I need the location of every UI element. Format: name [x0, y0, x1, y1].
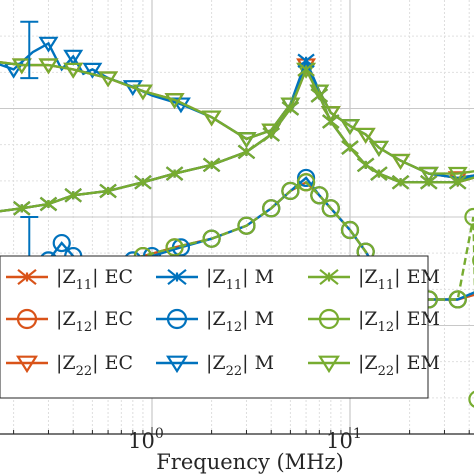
series-z11_ec [0, 62, 474, 216]
legend-label: |Z22| M [206, 352, 274, 379]
error-bar [20, 20, 39, 80]
data-point-triangle [82, 62, 103, 79]
data-point-cross [319, 268, 339, 286]
data-point-triangle [164, 93, 185, 110]
data-point-triangle [447, 166, 468, 183]
legend-entry: |Z22| M [156, 352, 274, 379]
legend-label: |Z12| EM [358, 308, 440, 335]
legend-entry: |Z22| EM [308, 352, 440, 379]
data-point-cross [202, 157, 221, 173]
x-tick-label: 101 [326, 426, 362, 453]
x-tick-label: 100 [128, 426, 164, 453]
x-axis-ticks: 100 101 [13, 426, 470, 453]
data-point-cross [297, 62, 315, 77]
legend-entry: |Z11| EC [6, 266, 133, 293]
legend-box [0, 255, 429, 399]
data-point-cross [420, 175, 438, 190]
data-point-circle [310, 186, 329, 205]
legend: |Z11| EC |Z11| M |Z11| EM |Z12| EC |Z12| M |Z… [0, 255, 440, 399]
data-point-circle [262, 199, 281, 218]
data-point-triangle [368, 140, 389, 157]
data-point-triangle [166, 355, 188, 374]
data-point-cross [13, 201, 31, 216]
legend-label: |Z12| EC [56, 308, 133, 335]
data-point-circle [165, 238, 184, 257]
series-line [0, 66, 474, 213]
data-point-cross [281, 101, 300, 116]
legend-label: |Z11| EM [358, 266, 440, 293]
legend-entry: |Z11| M [156, 266, 274, 293]
data-point-cross [341, 140, 359, 155]
legend-label: |Z22| EM [358, 352, 440, 379]
data-point-cross [237, 144, 256, 160]
data-point-cross [64, 188, 82, 203]
legend-entry: |Z12| EM [308, 308, 440, 335]
series-z22_m [0, 36, 474, 183]
data-point-triangle [355, 127, 376, 144]
series-z11_em [0, 62, 474, 216]
data-point-triangle [16, 355, 38, 374]
data-point-cross [99, 183, 117, 199]
data-point-triangle [201, 110, 222, 127]
data-point-triangle [390, 153, 411, 170]
legend-entry: |Z11| EM [308, 266, 440, 293]
legend-label: |Z22| EC [56, 352, 133, 379]
data-point-circle [448, 290, 467, 309]
data-point-circle [237, 216, 256, 235]
data-point-cross [134, 175, 152, 190]
data-point-triangle [340, 119, 360, 136]
legend-entry: |Z12| EC [6, 308, 133, 335]
data-point-cross [17, 268, 37, 286]
data-point-triangle [63, 62, 84, 79]
series-line [0, 61, 474, 175]
data-point-cross [370, 166, 388, 181]
legend-label: |Z11| EC [56, 266, 133, 293]
data-point-triangle [11, 58, 32, 75]
data-point-cross [165, 166, 184, 181]
series-z22_em [0, 58, 474, 183]
legend-entry: |Z22| EC [6, 352, 133, 379]
data-point-triangle [98, 71, 119, 88]
data-point-triangle [236, 132, 257, 149]
data-point-circle [464, 207, 474, 227]
data-point-triangle [132, 84, 153, 101]
data-point-cross [262, 127, 280, 142]
data-point-cross [322, 114, 340, 129]
data-point-triangle [38, 58, 59, 75]
data-point-circle [296, 173, 316, 192]
data-point-circle [16, 308, 38, 330]
legend-label: |Z11| M [206, 266, 274, 293]
data-point-cross [356, 157, 375, 173]
data-point-cross [39, 196, 58, 212]
legend-label: |Z12| M [206, 308, 274, 335]
data-point-cross [167, 268, 187, 286]
data-point-circle [321, 199, 340, 218]
data-point-cross [391, 175, 410, 190]
data-point-triangle [38, 36, 59, 53]
data-point-circle [52, 233, 71, 253]
legend-entry: |Z12| M [156, 308, 274, 335]
data-point-circle [318, 308, 340, 330]
data-point-circle [281, 181, 300, 201]
data-point-circle [468, 390, 474, 408]
data-point-circle [296, 168, 316, 188]
data-point-circle [166, 308, 188, 330]
data-point-triangle [318, 355, 340, 374]
data-point-triangle [418, 166, 439, 183]
data-point-circle [202, 229, 221, 248]
data-point-circle [472, 254, 474, 266]
data-point-cross [310, 88, 329, 103]
data-point-triangle [63, 49, 84, 66]
data-point-circle [340, 220, 360, 240]
data-point-cross [449, 175, 467, 190]
x-axis-label: Frequency (MHz) [156, 450, 344, 474]
series-line [0, 61, 474, 180]
